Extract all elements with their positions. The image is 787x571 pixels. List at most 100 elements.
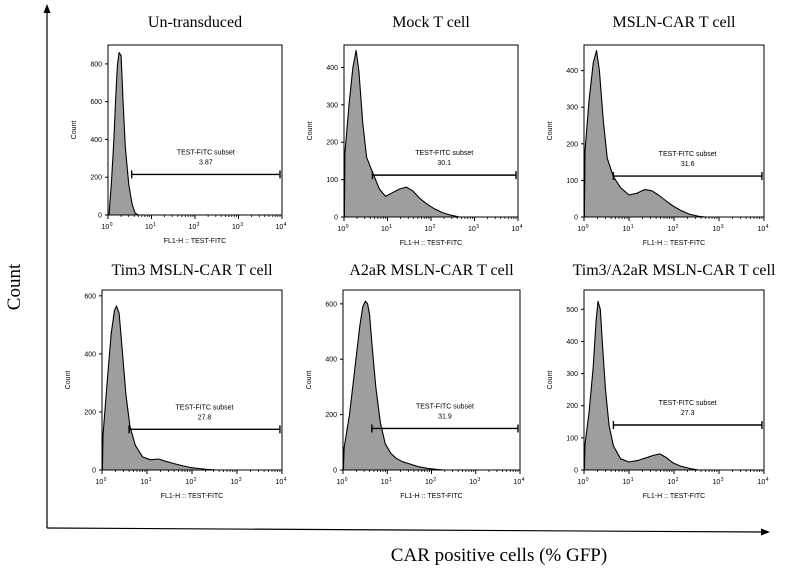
y-tick-label: 400 (325, 357, 337, 364)
histogram-panel-6: Tim3/A2aR MSLN-CAR T cell010020030040050… (547, 262, 776, 500)
y-tick-label: 200 (326, 140, 338, 147)
y-tick-label: 0 (98, 213, 102, 220)
y-tick-label: 100 (566, 178, 578, 185)
x-tick-exponent: 1 (149, 477, 152, 483)
x-tick-exponent: 4 (284, 222, 287, 228)
x-tick-label: 101 (381, 224, 392, 233)
x-tick-label: 103 (468, 224, 479, 233)
x-tick-label: 100 (577, 477, 588, 486)
x-tick-label: 104 (513, 477, 524, 486)
x-axis-label: FL1-H :: TEST-FITC (164, 238, 227, 245)
y-tick-label: 300 (566, 371, 578, 378)
x-tick-exponent: 4 (520, 224, 523, 230)
y-axis-label: Count (547, 122, 554, 141)
x-axis-label: FL1-H :: TEST-FITC (400, 493, 463, 500)
gate-label: TEST-FITC subset (659, 400, 717, 407)
x-tick-exponent: 4 (522, 477, 525, 483)
plot-frame (583, 289, 765, 471)
x-tick-label: 104 (757, 224, 768, 233)
y-tick-label: 600 (90, 99, 102, 106)
x-tick-exponent: 0 (345, 477, 348, 483)
panel-title: MSLN-CAR T cell (613, 14, 737, 31)
x-tick-label: 103 (230, 477, 241, 486)
x-tick-label: 103 (232, 222, 243, 231)
gate-label: TEST-FITC subset (177, 149, 235, 156)
y-tick-label: 100 (326, 177, 338, 184)
x-tick-exponent: 4 (766, 224, 769, 230)
x-tick-label: 101 (622, 477, 633, 486)
x-tick-exponent: 0 (586, 224, 589, 230)
x-tick-exponent: 1 (631, 224, 634, 230)
histogram-area (583, 49, 707, 218)
panel-title: Tim3 MSLN-CAR T cell (111, 262, 273, 279)
y-tick-label: 0 (333, 468, 337, 475)
x-tick-exponent: 3 (240, 222, 243, 228)
x-tick-exponent: 1 (389, 477, 392, 483)
x-axis-label: FL1-H :: TEST-FITC (643, 240, 706, 247)
y-tick-label: 0 (574, 215, 578, 222)
x-tick-exponent: 3 (721, 224, 724, 230)
x-tick-exponent: 2 (197, 222, 200, 228)
gate-value: 31.6 (681, 161, 695, 168)
gate-label: TEST-FITC subset (416, 403, 474, 410)
y-tick-label: 400 (566, 339, 578, 346)
panel-title: Tim3/A2aR MSLN-CAR T cell (573, 262, 776, 279)
x-tick-exponent: 3 (476, 224, 479, 230)
y-tick-label: 200 (325, 412, 337, 419)
x-tick-label: 100 (337, 224, 348, 233)
histogram-area (101, 305, 218, 471)
y-tick-label: 200 (90, 175, 102, 182)
y-tick-label: 200 (566, 141, 578, 148)
y-tick-label: 400 (566, 68, 578, 75)
y-tick-label: 400 (326, 65, 338, 72)
gate-value: 27.3 (681, 410, 695, 417)
x-tick-label: 102 (424, 224, 435, 233)
figure-x-axis-arrow (761, 528, 770, 536)
x-axis-label: FL1-H :: TEST-FITC (161, 493, 224, 500)
x-tick-exponent: 2 (194, 477, 197, 483)
x-tick-label: 104 (757, 477, 768, 486)
x-tick-label: 100 (577, 224, 588, 233)
x-tick-label: 103 (469, 477, 480, 486)
x-tick-exponent: 1 (153, 222, 156, 228)
figure-y-axis-arrow (43, 4, 51, 13)
x-tick-label: 101 (381, 477, 392, 486)
x-tick-label: 100 (101, 222, 112, 231)
y-tick-label: 500 (566, 307, 578, 314)
gate-value: 30.1 (437, 160, 451, 167)
x-tick-exponent: 1 (631, 477, 634, 483)
plot-frame (107, 44, 283, 216)
y-tick-label: 400 (84, 351, 96, 358)
x-tick-exponent: 0 (586, 477, 589, 483)
x-tick-exponent: 2 (676, 224, 679, 230)
x-tick-label: 101 (145, 222, 156, 231)
y-axis-label: Count (307, 122, 314, 141)
panel-title: Un-transduced (148, 14, 242, 31)
y-tick-label: 200 (84, 409, 96, 416)
x-tick-label: 102 (185, 477, 196, 486)
x-tick-exponent: 4 (766, 477, 769, 483)
x-tick-label: 102 (425, 477, 436, 486)
x-tick-exponent: 0 (110, 222, 113, 228)
x-tick-exponent: 3 (721, 477, 724, 483)
y-tick-label: 200 (566, 403, 578, 410)
x-tick-label: 101 (622, 224, 633, 233)
y-tick-label: 0 (574, 468, 578, 475)
x-tick-label: 100 (336, 477, 347, 486)
figure-x-axis-label: CAR positive cells (% GFP) (391, 545, 607, 566)
x-tick-exponent: 1 (389, 224, 392, 230)
x-tick-label: 101 (140, 477, 151, 486)
x-tick-label: 103 (712, 477, 723, 486)
x-tick-label: 100 (95, 477, 106, 486)
gate-value: 3.87 (199, 159, 213, 166)
x-tick-label: 104 (511, 224, 522, 233)
x-tick-exponent: 0 (104, 477, 107, 483)
x-tick-label: 102 (667, 477, 678, 486)
x-axis-label: FL1-H :: TEST-FITC (643, 493, 706, 500)
